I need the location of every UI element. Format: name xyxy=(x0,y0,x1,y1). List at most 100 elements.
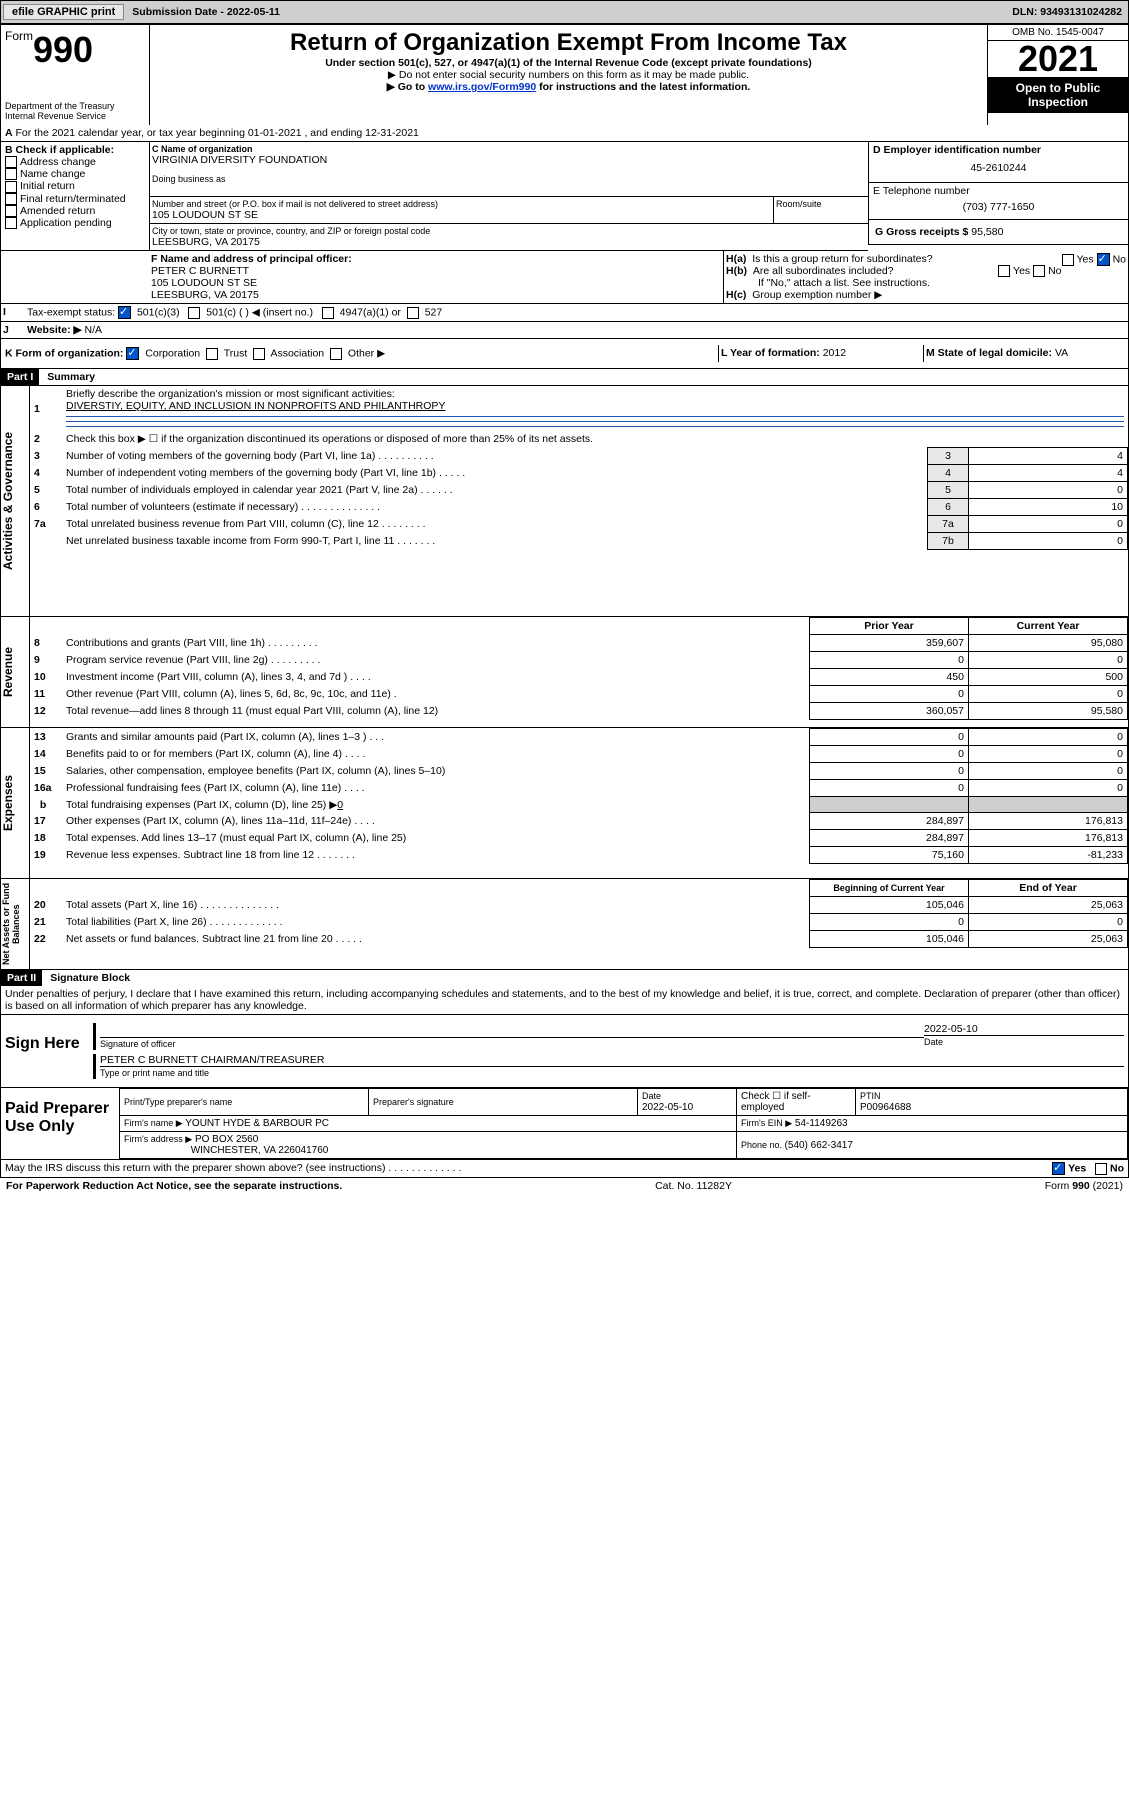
line13: Grants and similar amounts paid (Part IX… xyxy=(62,729,810,746)
cb-501c[interactable] xyxy=(188,307,200,319)
v10c: 500 xyxy=(969,669,1128,686)
v22p: 105,046 xyxy=(810,931,969,948)
box-h: H(a) Is this a group return for subordin… xyxy=(724,251,1128,303)
line16b-pre: Total fundraising expenses (Part IX, col… xyxy=(66,799,337,811)
top-bar: efile GRAPHIC print Submission Date - 20… xyxy=(0,0,1129,24)
v21p: 0 xyxy=(810,914,969,931)
subdate-value: 2022-05-11 xyxy=(227,6,280,18)
hdr-prior: Prior Year xyxy=(810,618,969,635)
line17: Other expenses (Part IX, column (A), lin… xyxy=(62,813,810,830)
v16ac: 0 xyxy=(969,780,1128,797)
prep-date: 2022-05-10 xyxy=(642,1102,693,1113)
opt-app-pending: Application pending xyxy=(20,217,112,229)
part1-summary-label: Summary xyxy=(39,369,103,385)
street-label: Number and street (or P.O. box if mail i… xyxy=(152,199,771,209)
cb-4947[interactable] xyxy=(322,307,334,319)
line-a: A For the 2021 calendar year, or tax yea… xyxy=(0,125,1129,142)
city-label: City or town, state or province, country… xyxy=(152,226,866,236)
cb-ha-yes[interactable] xyxy=(1062,254,1074,266)
cb-name-change[interactable] xyxy=(5,168,17,180)
line12: Total revenue—add lines 8 through 11 (mu… xyxy=(62,703,810,720)
val4: 4 xyxy=(969,465,1128,482)
v10p: 450 xyxy=(810,669,969,686)
box-f: F Name and address of principal officer:… xyxy=(149,251,724,303)
side-activities-gov: Activities & Governance xyxy=(1,386,15,616)
cb-trust[interactable] xyxy=(206,348,218,360)
cb-amended[interactable] xyxy=(5,205,17,217)
officer-sub-label: Type or print name and title xyxy=(100,1068,209,1078)
dln-value: 93493131024282 xyxy=(1040,6,1122,18)
section-klm: K Form of organization: Corporation Trus… xyxy=(0,339,1129,369)
val5: 0 xyxy=(969,482,1128,499)
gross-receipts: 95,580 xyxy=(971,226,1003,238)
part2-header: Part II xyxy=(1,970,42,986)
cb-501c3[interactable] xyxy=(118,306,131,319)
sign-here-label: Sign Here xyxy=(1,1015,89,1087)
k-label: K Form of organization: xyxy=(5,347,123,359)
line19: Revenue less expenses. Subtract line 18 … xyxy=(62,847,810,864)
sign-here-block: Sign Here Signature of officer 2022-05-1… xyxy=(0,1014,1129,1087)
cb-corp[interactable] xyxy=(126,347,139,360)
v21c: 0 xyxy=(969,914,1128,931)
cb-discuss-no[interactable] xyxy=(1095,1163,1107,1175)
b-label: B Check if applicable: xyxy=(5,144,145,156)
cb-hb-yes[interactable] xyxy=(998,265,1010,277)
header-title-block: Return of Organization Exempt From Incom… xyxy=(150,25,988,125)
subdate-prefix: Submission Date - xyxy=(132,6,227,18)
no-label: No xyxy=(1110,1162,1124,1174)
city-value: LEESBURG, VA 20175 xyxy=(152,236,866,248)
firm-name-label: Firm's name ▶ xyxy=(124,1118,183,1128)
box-deg: D Employer identification number 45-2610… xyxy=(868,142,1128,251)
line18: Total expenses. Add lines 13–17 (must eq… xyxy=(62,830,810,847)
firm-addr1: PO BOX 2560 xyxy=(195,1134,258,1145)
part2-header-row: Part II Signature Block xyxy=(0,970,1129,986)
v20p: 105,046 xyxy=(810,897,969,914)
cb-initial-return[interactable] xyxy=(5,181,17,193)
line8: Contributions and grants (Part VIII, lin… xyxy=(62,635,810,652)
cb-hb-no[interactable] xyxy=(1033,265,1045,277)
l-label: L Year of formation: xyxy=(721,347,823,359)
may-irs-row: May the IRS discuss this return with the… xyxy=(0,1159,1129,1177)
ptin-value: P00964688 xyxy=(860,1102,911,1113)
e-label: E Telephone number xyxy=(873,185,1124,197)
side-gov: Activities & Governance xyxy=(1,386,30,616)
v15c: 0 xyxy=(969,763,1128,780)
sig-date: 2022-05-10 xyxy=(924,1023,1124,1035)
paid-prep-label: Paid Preparer Use Only xyxy=(1,1088,119,1159)
irs-link[interactable]: www.irs.gov/Form990 xyxy=(428,81,536,93)
hdr-begin: Beginning of Current Year xyxy=(810,880,969,897)
cb-final-return[interactable] xyxy=(5,193,17,205)
prep-date-label: Date xyxy=(642,1091,661,1101)
cb-other[interactable] xyxy=(330,348,342,360)
opt-initial-return: Initial return xyxy=(20,180,75,192)
year-formation: 2012 xyxy=(823,347,846,359)
cb-discuss-yes[interactable] xyxy=(1052,1162,1065,1175)
opt-name-change: Name change xyxy=(20,168,85,180)
v16ap: 0 xyxy=(810,780,969,797)
yes-label: Yes xyxy=(1068,1162,1086,1174)
subdate-label: Submission Date - 2022-05-11 xyxy=(126,6,286,18)
line7b: Net unrelated business taxable income fr… xyxy=(62,533,928,550)
section-ij: I Tax-exempt status: 501(c)(3) 501(c) ( … xyxy=(0,303,1129,322)
val7b: 0 xyxy=(969,533,1128,550)
sub3-post: for instructions and the latest informat… xyxy=(536,81,750,93)
efile-button[interactable]: efile GRAPHIC print xyxy=(3,4,124,20)
g-label: G Gross receipts $ xyxy=(875,226,971,238)
v17c: 176,813 xyxy=(969,813,1128,830)
cb-app-pending[interactable] xyxy=(5,217,17,229)
part1-header-row: Part I Summary xyxy=(0,369,1129,385)
line9: Program service revenue (Part VIII, line… xyxy=(62,652,810,669)
cb-527[interactable] xyxy=(407,307,419,319)
box-b: B Check if applicable: Address change Na… xyxy=(1,142,150,251)
cb-address-change[interactable] xyxy=(5,156,17,168)
cb-ha-no[interactable] xyxy=(1097,253,1110,266)
cb-assoc[interactable] xyxy=(253,348,265,360)
box-c: C Name of organization VIRGINIA DIVERSIT… xyxy=(150,142,868,251)
line15: Salaries, other compensation, employee b… xyxy=(62,763,810,780)
v13p: 0 xyxy=(810,729,969,746)
form-header: Form990 Department of the Treasury Inter… xyxy=(0,24,1129,125)
opt-other: Other ▶ xyxy=(348,347,385,359)
v19c: -81,233 xyxy=(969,847,1128,864)
opt-501c3: 501(c)(3) xyxy=(137,306,180,318)
v20c: 25,063 xyxy=(969,897,1128,914)
